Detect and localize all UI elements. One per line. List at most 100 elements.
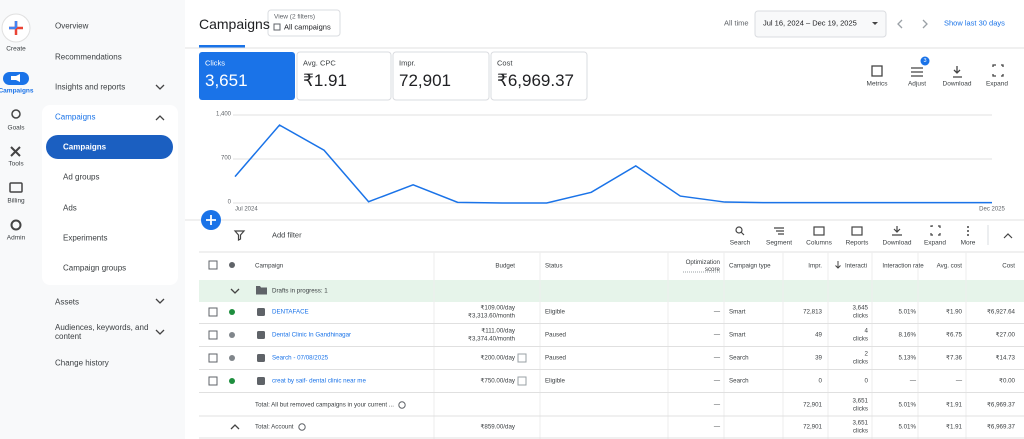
- view-box[interactable]: [267, 9, 341, 37]
- nav-item[interactable]: Audiences, keywords, and content: [55, 322, 149, 341]
- column-header[interactable]: Campaign: [255, 262, 284, 270]
- total-label: Total: Account: [255, 423, 294, 431]
- shortcut-link[interactable]: Show last 30 days: [944, 18, 1005, 28]
- plus-icon: [9, 21, 18, 30]
- checkbox[interactable]: [208, 307, 218, 317]
- tool-label[interactable]: Search: [729, 239, 751, 247]
- checkbox[interactable]: [208, 260, 218, 270]
- view-caption: View (2 filters): [274, 13, 316, 21]
- date-box[interactable]: [754, 10, 887, 38]
- column-header[interactable]: Status: [545, 262, 563, 270]
- interactions: clicks: [852, 312, 868, 320]
- tool-label[interactable]: Expand: [985, 80, 1009, 88]
- nav-item[interactable]: Overview: [55, 21, 89, 31]
- checkbox[interactable]: [208, 376, 218, 386]
- budget: ₹3,313.60/month: [468, 312, 515, 320]
- tools-icon: [10, 146, 21, 157]
- column-header[interactable]: Interacti: [845, 262, 868, 270]
- metric-label: Cost: [497, 58, 513, 68]
- rail-label[interactable]: Billing: [7, 197, 25, 205]
- rail-label[interactable]: Admin: [6, 234, 26, 242]
- nav-selected[interactable]: [46, 135, 173, 159]
- tool-label[interactable]: Download: [882, 239, 912, 247]
- tool-label[interactable]: Adjust: [907, 80, 927, 88]
- nav-subitem[interactable]: Experiments: [63, 233, 108, 243]
- impr: 72,813: [803, 308, 822, 316]
- budget: ₹750.00/day: [480, 377, 515, 385]
- checkbox[interactable]: [208, 353, 218, 363]
- nav-subitem[interactable]: Ad groups: [63, 172, 100, 182]
- help-icon: [298, 423, 306, 431]
- tool-label[interactable]: Metrics: [866, 80, 888, 88]
- interactions: 0: [864, 377, 868, 385]
- metric-card[interactable]: [199, 52, 295, 100]
- optimization: —: [713, 308, 720, 316]
- column-header[interactable]: Budget: [495, 262, 515, 270]
- sort-icon: [835, 261, 841, 269]
- column-header[interactable]: Avg. cost: [936, 262, 962, 270]
- nav-item[interactable]: Insights and reports: [55, 82, 126, 92]
- toolbar-icons: [735, 225, 1013, 239]
- nav-subitem[interactable]: Campaign groups: [63, 263, 127, 273]
- collapse-icon[interactable]: [230, 424, 240, 430]
- column-header[interactable]: Interaction rate: [882, 262, 924, 270]
- draft-label: Drafts in progress: 1: [272, 287, 328, 295]
- rail-label[interactable]: Tools: [8, 160, 24, 168]
- tool-label[interactable]: Reports: [845, 239, 869, 247]
- nav-item[interactable]: Change history: [55, 358, 109, 368]
- tool-label[interactable]: Download: [942, 80, 972, 88]
- interactions: clicks: [852, 405, 868, 413]
- range-label: All time: [724, 18, 749, 28]
- goals-icon: [11, 109, 21, 119]
- status: Paused: [545, 331, 566, 339]
- impr: 72,901: [803, 401, 822, 409]
- rail-label[interactable]: Goals: [7, 124, 25, 132]
- campaign-type: Search: [729, 377, 749, 385]
- column-header[interactable]: Cost: [1002, 262, 1015, 270]
- tool-label[interactable]: More: [960, 239, 976, 247]
- campaign-name[interactable]: Search - 07/08/2025: [272, 354, 329, 362]
- column-header[interactable]: Optimization score: [685, 258, 720, 273]
- campaign-icon: [257, 377, 265, 385]
- rail-label[interactable]: Create: [6, 45, 26, 53]
- campaign-name[interactable]: DENTAFACE: [272, 308, 309, 316]
- nav-item[interactable]: Assets: [55, 297, 80, 307]
- status-dot: [229, 309, 235, 315]
- metric-card[interactable]: [392, 51, 490, 101]
- tab-underline: [199, 45, 245, 48]
- campaign-name[interactable]: Dental Clinic In Gandhinagar: [272, 331, 352, 339]
- nav-subitem[interactable]: Campaigns: [63, 142, 107, 152]
- add-filter[interactable]: Add filter: [272, 230, 302, 240]
- billing-icon: [9, 182, 23, 193]
- filter-icon[interactable]: [233, 230, 246, 241]
- view-value[interactable]: All campaigns: [284, 22, 331, 32]
- rail-label[interactable]: Campaigns: [0, 87, 34, 95]
- cost: ₹0.00: [999, 377, 1015, 385]
- nav-subitem[interactable]: Ads: [63, 203, 77, 213]
- nav-item[interactable]: Recommendations: [55, 52, 122, 62]
- checkbox[interactable]: [208, 330, 218, 340]
- tool-label[interactable]: Segment: [765, 239, 793, 247]
- tool-label[interactable]: Columns: [806, 239, 832, 247]
- page-title: Campaigns: [199, 15, 270, 32]
- expand-icon[interactable]: [230, 288, 240, 294]
- series-line: [234, 124, 992, 204]
- status-dot: [229, 378, 235, 384]
- tool-label[interactable]: Expand: [923, 239, 947, 247]
- date-arrows[interactable]: [897, 19, 928, 29]
- metric-card[interactable]: [490, 51, 588, 101]
- folder-icon: [256, 286, 267, 295]
- impr: 0: [818, 377, 822, 385]
- avg-cost: —: [955, 377, 962, 385]
- date-range[interactable]: Jul 16, 2024 – Dec 19, 2025: [763, 18, 857, 28]
- metric-card[interactable]: [296, 51, 392, 101]
- nav-section[interactable]: Campaigns: [55, 112, 96, 122]
- column-header[interactable]: Campaign type: [729, 262, 771, 270]
- campaigns-icon: [11, 74, 20, 82]
- budget: ₹109.00/day: [480, 304, 515, 312]
- campaign-name[interactable]: creat by saif- dental clinic near me: [272, 377, 366, 385]
- column-header[interactable]: Impr.: [808, 262, 822, 270]
- plus-icon: [206, 215, 216, 225]
- draft-row: [199, 280, 1024, 302]
